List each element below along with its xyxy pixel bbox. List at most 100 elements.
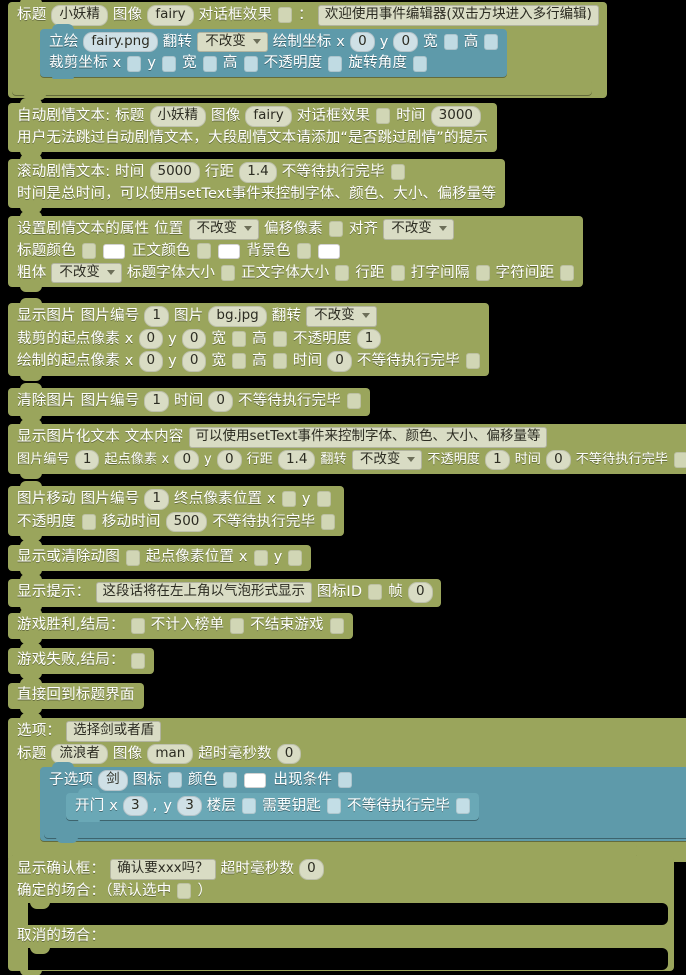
block-show-image-text[interactable]: 显示图片化文本 文本内容 可以使用setText事件来控制字体、颜色、大小、偏移…: [8, 419, 686, 480]
block-scroll-story-text[interactable]: 滚动剧情文本: 时间 5000 行距 1.4 不等待执行完毕 时间是总时间，可以…: [8, 154, 506, 213]
value-crop-y[interactable]: 0: [181, 328, 207, 350]
block-clear-image[interactable]: 清除图片 图片编号 1 时间 0 不等待执行完毕: [8, 383, 370, 421]
block-body-show-image[interactable]: 显示图片 图片编号 1 图片 bg.jpg 翻转 不改变 裁剪的起点像素 x 0…: [8, 298, 489, 381]
block-portrait[interactable]: 立绘 fairy.png 翻转 不改变 绘制坐标 x 0 y 0 宽 高: [40, 23, 508, 83]
socket-title-color[interactable]: [81, 243, 96, 260]
socket-crop-height[interactable]: [243, 55, 258, 72]
socket-ending[interactable]: [130, 652, 145, 669]
socket-gif[interactable]: [125, 549, 140, 566]
value-choices-prompt[interactable]: 选择剑或者盾: [66, 721, 162, 742]
socket-rotation[interactable]: [413, 55, 428, 72]
socket-offset-pixels[interactable]: [328, 221, 343, 238]
dropdown-flip[interactable]: 不改变: [351, 449, 423, 471]
value-confirm-text[interactable]: 确认要xxx吗？: [110, 859, 216, 880]
block-back-to-title[interactable]: 直接回到标题界面: [8, 678, 144, 714]
value-door-y[interactable]: 3: [177, 795, 202, 817]
socket-color[interactable]: [223, 772, 238, 789]
color-swatch-bg[interactable]: [317, 243, 340, 259]
value-draw-y[interactable]: 0: [181, 351, 207, 372]
socket-no-wait[interactable]: [455, 797, 470, 814]
socket-crop-y[interactable]: [162, 55, 177, 72]
value-image[interactable]: man: [147, 743, 194, 765]
value-opacity[interactable]: 1: [485, 449, 510, 471]
value-move-time[interactable]: 500: [165, 511, 208, 533]
block-body-back-to-title[interactable]: 直接回到标题界面: [8, 678, 144, 714]
block-game-win[interactable]: 游戏胜利,结局： 不计入榜单 不结束游戏: [8, 608, 353, 644]
socket-draw-height[interactable]: [484, 33, 499, 50]
socket-crop-height[interactable]: [272, 330, 287, 347]
socket-title-font-size[interactable]: [221, 264, 236, 281]
value-image-id[interactable]: 1: [144, 391, 170, 412]
value-image-id[interactable]: 1: [144, 489, 170, 510]
socket-not-end-game[interactable]: [329, 617, 344, 634]
socket-crop-x[interactable]: [127, 55, 142, 72]
block-body-choices[interactable]: 选项： 选择剑或者盾 标题 流浪者 图像 man 超时毫秒数 0 子选项 剑 图…: [8, 713, 686, 865]
block-body-scroll-story-text[interactable]: 滚动剧情文本: 时间 5000 行距 1.4 不等待执行完毕 时间是总时间，可以…: [8, 154, 506, 213]
value-tip-text[interactable]: 这段话将在左上角以气泡形式显示: [95, 582, 312, 603]
socket-dialog-effect[interactable]: [376, 108, 391, 125]
value-image-id[interactable]: 1: [144, 306, 170, 327]
socket-default-selected[interactable]: [177, 883, 192, 900]
dropdown-flip[interactable]: 不改变: [197, 31, 268, 53]
value-title[interactable]: 小妖精: [149, 106, 206, 127]
color-swatch-suboption[interactable]: [244, 772, 267, 788]
socket-need-key[interactable]: [327, 797, 341, 814]
value-origin-y[interactable]: 0: [216, 449, 242, 471]
dropdown-bold[interactable]: 不改变: [51, 262, 122, 284]
block-set-story-text-attrs[interactable]: 设置剧情文本的属性 位置 不改变 偏移像素 对齐 不改变 标题颜色 正文颜色 背…: [8, 211, 584, 293]
socket-not-on-leaderboard[interactable]: [230, 617, 245, 634]
value-line-spacing[interactable]: 1.4: [277, 449, 316, 471]
block-show-image[interactable]: 显示图片 图片编号 1 图片 bg.jpg 翻转 不改变 裁剪的起点像素 x 0…: [8, 298, 489, 381]
value-title[interactable]: 流浪者: [51, 743, 108, 765]
value-time[interactable]: 0: [546, 449, 571, 471]
block-body-game-lose[interactable]: 游戏失败,结局：: [8, 643, 154, 679]
socket-no-wait[interactable]: [346, 393, 361, 410]
block-body-show-or-clear-gif[interactable]: 显示或清除动图 起点像素位置 x y: [8, 540, 312, 576]
dropdown-flip[interactable]: 不改变: [306, 306, 377, 327]
socket-no-wait[interactable]: [321, 513, 336, 530]
socket-icon-id[interactable]: [368, 584, 383, 601]
value-crop-x[interactable]: 0: [138, 328, 164, 350]
socket-end-y[interactable]: [316, 491, 331, 508]
block-body-set-story-text-attrs[interactable]: 设置剧情文本的属性 位置 不改变 偏移像素 对齐 不改变 标题颜色 正文颜色 背…: [8, 211, 584, 293]
value-opacity[interactable]: 1: [356, 328, 382, 350]
socket-dialog-effect[interactable]: [278, 7, 293, 24]
slot-on-confirm[interactable]: [28, 901, 668, 925]
block-body-auto-story-text[interactable]: 自动剧情文本: 标题 小妖精 图像 fairy 对话框效果 时间 3000 用户…: [8, 98, 498, 157]
block-game-lose[interactable]: 游戏失败,结局：: [8, 643, 154, 679]
block-open-door[interactable]: 开门 x 3 , y 3 楼层 需要钥匙 不等待执行完毕: [66, 787, 479, 826]
value-draw-x[interactable]: 0: [350, 31, 375, 53]
value-time[interactable]: 0: [327, 351, 352, 372]
dropdown-position[interactable]: 不改变: [188, 219, 260, 240]
value-time[interactable]: 0: [208, 391, 234, 412]
block-choices[interactable]: 选项： 选择剑或者盾 标题 流浪者 图像 man 超时毫秒数 0 子选项 剑 图…: [8, 713, 686, 865]
socket-draw-width[interactable]: [443, 33, 458, 50]
value-door-x[interactable]: 3: [123, 795, 148, 817]
socket-no-wait[interactable]: [465, 353, 480, 370]
socket-no-wait[interactable]: [674, 451, 686, 468]
color-swatch-body[interactable]: [217, 243, 240, 259]
color-swatch-title[interactable]: [102, 243, 125, 259]
socket-end-x[interactable]: [281, 491, 296, 508]
value-portrait-file[interactable]: fairy.png: [83, 31, 158, 53]
slot-on-cancel[interactable]: [28, 946, 668, 970]
socket-ending[interactable]: [130, 617, 145, 634]
socket-icon[interactable]: [168, 772, 183, 789]
block-body-show-image-text[interactable]: 显示图片化文本 文本内容 可以使用setText事件来控制字体、颜色、大小、偏移…: [8, 419, 686, 480]
socket-draw-width[interactable]: [232, 353, 247, 370]
socket-opacity[interactable]: [81, 513, 96, 530]
socket-floor[interactable]: [242, 797, 257, 814]
socket-origin-y[interactable]: [288, 549, 303, 566]
value-image-id[interactable]: 1: [74, 449, 100, 471]
block-confirm-box[interactable]: 显示确认框： 确认要xxx吗？ 超时毫秒数 0 确定的场合：（默认选中 ） 取消…: [8, 851, 674, 975]
socket-line-spacing[interactable]: [390, 264, 405, 281]
value-suboption[interactable]: 剑: [98, 770, 128, 791]
value-time[interactable]: 5000: [149, 162, 200, 183]
socket-crop-width[interactable]: [232, 330, 247, 347]
socket-bg-color[interactable]: [296, 243, 311, 260]
socket-typing-interval[interactable]: [475, 264, 490, 281]
block-body-clear-image[interactable]: 清除图片 图片编号 1 时间 0 不等待执行完毕: [8, 383, 370, 421]
block-dialog-title[interactable]: 标题 小妖精 图像 fairy 对话框效果 ： 欢迎使用事件编辑器(双击方块进入…: [8, 0, 607, 101]
block-body-move-image[interactable]: 图片移动 图片编号 1 终点像素位置 x y 不透明度 移动时间 500 不等待…: [8, 481, 345, 542]
block-auto-story-text[interactable]: 自动剧情文本: 标题 小妖精 图像 fairy 对话框效果 时间 3000 用户…: [8, 98, 498, 157]
